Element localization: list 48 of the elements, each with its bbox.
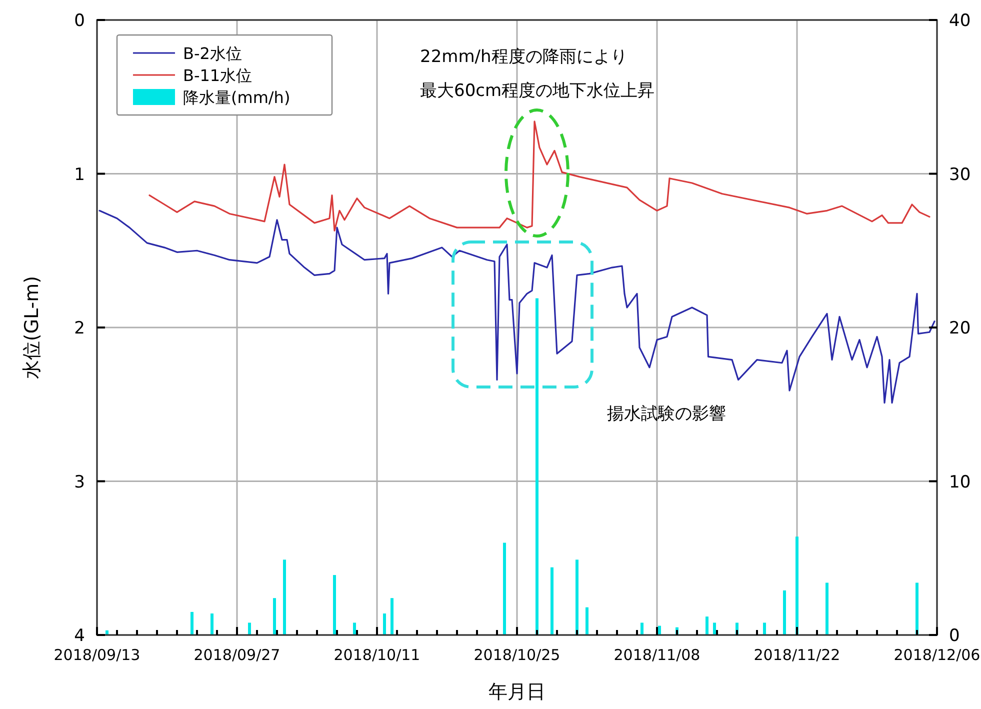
bar <box>706 616 708 635</box>
bar <box>916 582 918 635</box>
bar <box>248 622 251 635</box>
bar <box>383 613 386 635</box>
legend-label: 降水量(mm/h) <box>183 88 290 107</box>
bar <box>390 598 394 635</box>
bar <box>783 590 786 635</box>
bar <box>273 598 276 635</box>
x-tick-label: 2018/09/27 <box>194 646 280 664</box>
x-tick-label: 2018/09/13 <box>54 646 140 664</box>
y-tick-label: 2 <box>74 318 85 338</box>
bar <box>796 536 798 635</box>
bar <box>190 612 194 635</box>
bar <box>283 560 286 635</box>
bar <box>826 582 828 635</box>
y2-tick-label: 20 <box>949 318 971 338</box>
annotation: 最大60cm程度の地下水位上昇 <box>420 81 655 101</box>
y2-tick-label: 10 <box>949 472 971 492</box>
annotation: 22mm/h程度の降雨により <box>420 47 628 67</box>
legend-label: B-11水位 <box>183 66 252 85</box>
bar <box>503 542 506 635</box>
bar <box>353 622 356 635</box>
y-tick-label: 1 <box>74 164 85 185</box>
x-tick-label: 2018/10/25 <box>474 646 560 664</box>
y2-tick-label: 30 <box>949 164 971 185</box>
y2-tick-label: 0 <box>949 626 960 646</box>
bar <box>713 622 716 635</box>
x-tick-label: 2018/12/06 <box>894 646 980 664</box>
y2-tick-label: 40 <box>949 11 971 31</box>
legend-label: B-2水位 <box>183 44 242 63</box>
bar <box>550 567 554 635</box>
x-tick-label: 2018/11/08 <box>614 646 700 664</box>
x-tick-label: 2018/10/11 <box>334 646 420 664</box>
y-tick-label: 3 <box>74 472 85 492</box>
x-tick-label: 2018/11/22 <box>754 646 840 664</box>
bar <box>576 560 578 635</box>
bar <box>586 607 588 635</box>
y-axis-title: 水位(GL-m) <box>21 276 43 380</box>
bar <box>536 298 538 635</box>
bar <box>658 626 661 635</box>
bar <box>210 613 214 635</box>
x-axis-title: 年月日 <box>488 681 546 703</box>
bar <box>763 622 766 635</box>
bar <box>640 622 644 635</box>
y-tick-label: 0 <box>74 11 85 31</box>
bar <box>333 575 336 635</box>
y-tick-label: 4 <box>74 626 85 646</box>
annotation: 揚水試験の影響 <box>607 404 726 424</box>
